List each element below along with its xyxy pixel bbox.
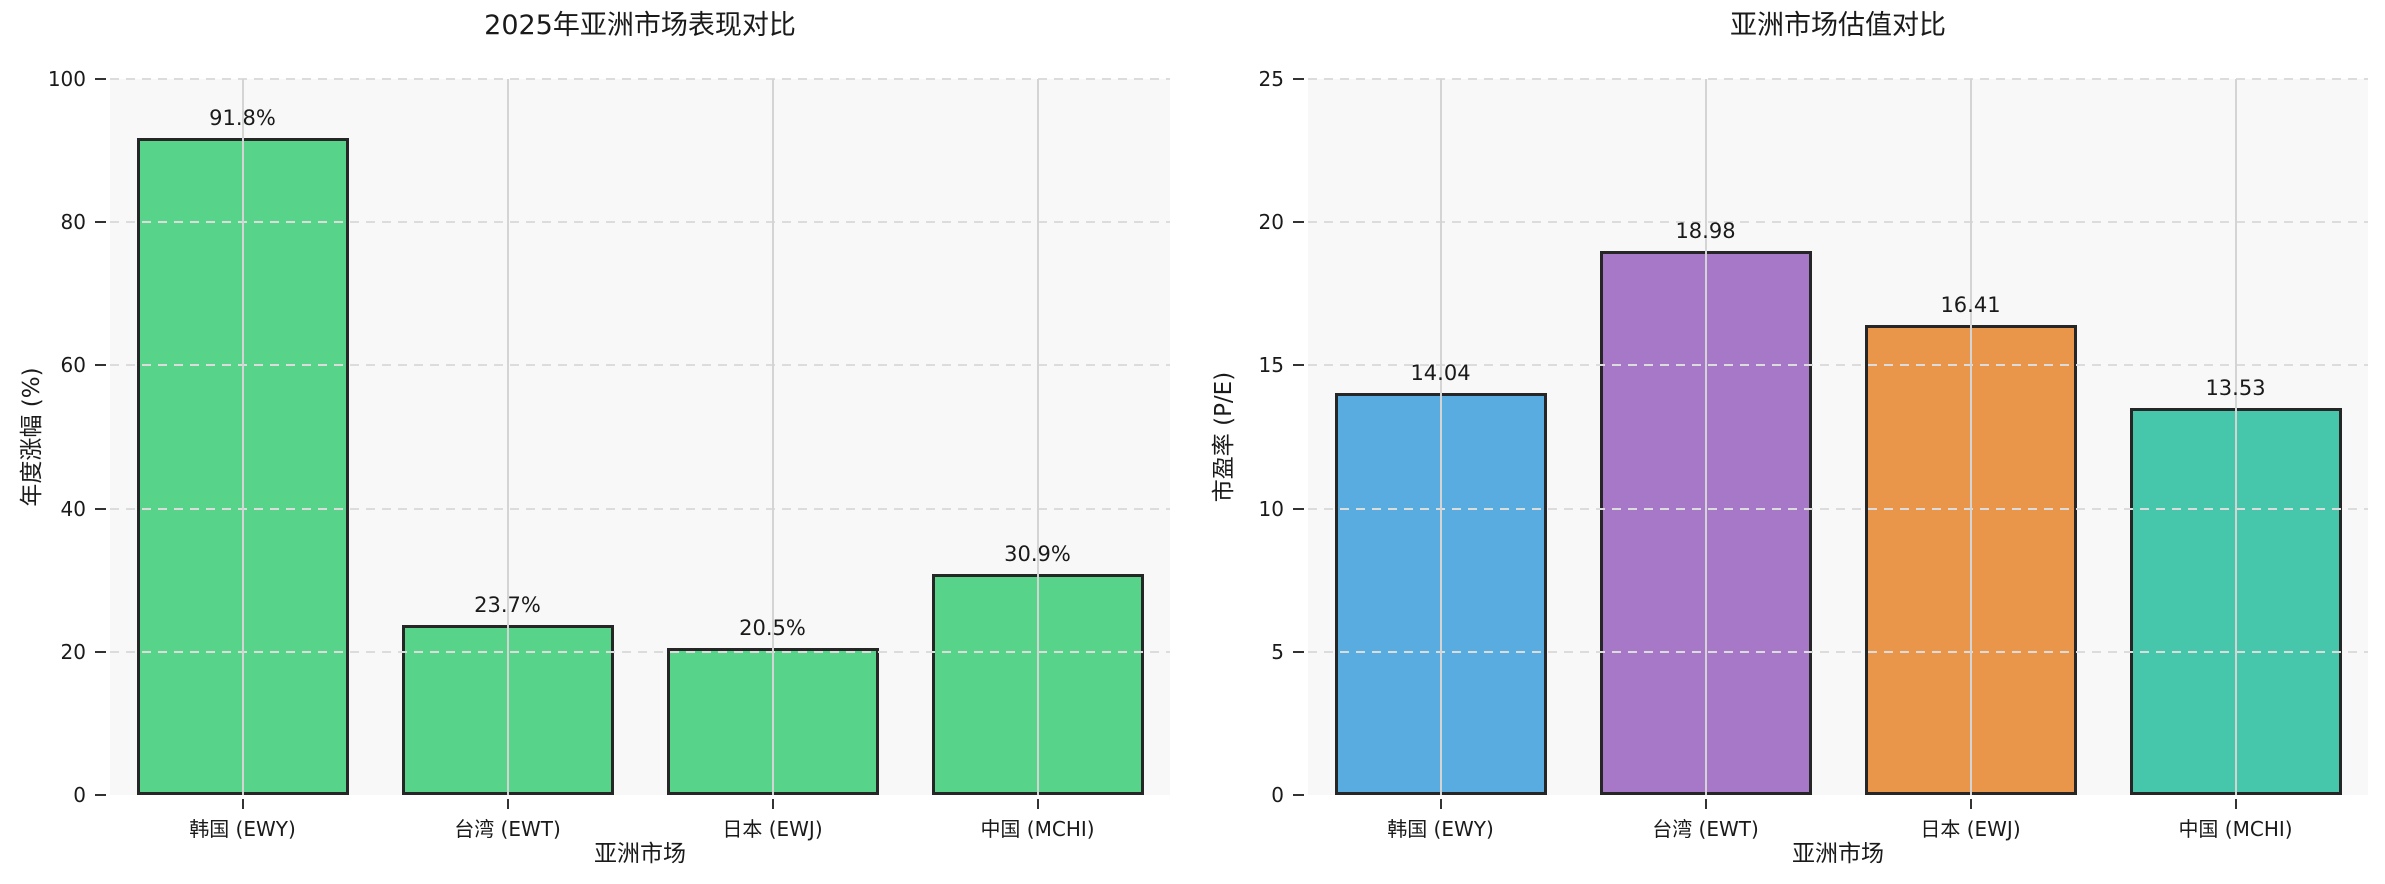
horizontal-gridline xyxy=(1308,78,2368,80)
y-axis-tick-label: 0 xyxy=(1271,783,1284,807)
vertical-gridline xyxy=(1969,79,1972,795)
y-axis-tick xyxy=(95,221,106,224)
x-axis-tick xyxy=(506,799,509,809)
y-axis-tick xyxy=(1293,364,1304,367)
x-axis-tick xyxy=(771,799,774,809)
bar-value-label: 20.5% xyxy=(739,616,806,641)
x-axis-tick-label: 台湾 (EWT) xyxy=(1652,817,1759,841)
left-chart-x-axis-label: 亚洲市场 xyxy=(594,841,686,867)
y-axis-tick xyxy=(95,507,106,510)
bar-value-label: 13.53 xyxy=(2205,375,2266,400)
x-axis-tick-label: 日本 (EWJ) xyxy=(722,817,823,841)
y-axis-tick xyxy=(95,78,106,80)
y-axis-tick-label: 15 xyxy=(1258,353,1284,378)
y-axis-tick xyxy=(1293,221,1304,224)
x-axis-tick-label: 韩国 (EWY) xyxy=(1387,817,1494,841)
x-axis-tick-label: 中国 (MCHI) xyxy=(980,817,1095,841)
y-axis-tick xyxy=(1293,650,1304,653)
x-axis-tick xyxy=(1036,799,1039,809)
y-axis-tick xyxy=(95,794,106,796)
bar-value-label: 18.98 xyxy=(1675,219,1736,244)
vertical-gridline xyxy=(1704,79,1707,795)
left-chart-title: 2025年亚洲市场表现对比 xyxy=(484,10,796,41)
y-axis-tick-label: 20 xyxy=(1258,210,1284,235)
x-axis-tick xyxy=(2234,799,2237,809)
right-chart-title: 亚洲市场估值对比 xyxy=(1730,10,1946,41)
y-axis-tick-label: 100 xyxy=(47,67,86,91)
horizontal-gridline xyxy=(1308,650,2368,653)
x-axis-tick-label: 日本 (EWJ) xyxy=(1920,817,2021,841)
horizontal-gridline xyxy=(110,364,1170,367)
x-axis-tick xyxy=(1704,799,1707,809)
y-axis-tick xyxy=(1293,507,1304,510)
bar-value-label: 23.7% xyxy=(474,593,541,618)
x-axis-tick-label: 韩国 (EWY) xyxy=(189,817,296,841)
vertical-gridline xyxy=(771,79,774,795)
y-axis-tick-label: 0 xyxy=(73,783,86,807)
x-axis-tick-label: 台湾 (EWT) xyxy=(454,817,561,841)
y-axis-tick-label: 40 xyxy=(60,496,86,521)
horizontal-gridline xyxy=(110,507,1170,510)
y-axis-tick xyxy=(1293,794,1304,796)
x-axis-tick-label: 中国 (MCHI) xyxy=(2178,817,2293,841)
vertical-gridline xyxy=(241,79,244,795)
y-axis-tick-label: 5 xyxy=(1271,639,1284,664)
y-axis-tick xyxy=(95,364,106,367)
left-chart-y-axis-label: 年度涨幅 (%) xyxy=(19,367,45,507)
horizontal-gridline xyxy=(1308,507,2368,510)
horizontal-gridline xyxy=(110,221,1170,224)
x-axis-tick xyxy=(1969,799,1972,809)
y-axis-tick-label: 10 xyxy=(1258,496,1284,521)
y-axis-tick-label: 80 xyxy=(60,210,86,235)
y-axis-tick xyxy=(1293,78,1304,80)
x-axis-tick xyxy=(1439,799,1442,809)
y-axis-tick-label: 25 xyxy=(1258,67,1284,91)
horizontal-gridline xyxy=(1308,221,2368,224)
bar-value-label: 91.8% xyxy=(209,105,276,130)
vertical-gridline xyxy=(506,79,509,795)
vertical-gridline xyxy=(1439,79,1442,795)
horizontal-gridline xyxy=(1308,364,2368,367)
y-axis-tick xyxy=(95,650,106,653)
x-axis-tick xyxy=(241,799,244,809)
vertical-gridline xyxy=(2234,79,2237,795)
y-axis-tick-label: 60 xyxy=(60,353,86,378)
bar-value-label: 30.9% xyxy=(1004,541,1071,566)
bar-value-label: 16.41 xyxy=(1940,293,2001,318)
left-chart-plot-area: 0 20 40 60 80 100 韩国 (EWY) 91.8% 台湾 (EWT) 23.7% 日本… xyxy=(48,67,1170,841)
right-chart-y-axis-label: 市盈率 (P/E) xyxy=(1211,371,1237,503)
bar-value-label: 14.04 xyxy=(1410,360,1471,385)
right-chart-plot-area: 0 5 10 15 20 25 韩国 (EWY) 14.04 台湾 (EWT) 18.98 日本 (… xyxy=(1259,67,2368,841)
vertical-gridline xyxy=(1036,79,1039,795)
right-chart-x-axis-label: 亚洲市场 xyxy=(1792,841,1884,867)
horizontal-gridline xyxy=(110,650,1170,653)
horizontal-gridline xyxy=(110,78,1170,80)
y-axis-tick-label: 20 xyxy=(60,639,86,664)
